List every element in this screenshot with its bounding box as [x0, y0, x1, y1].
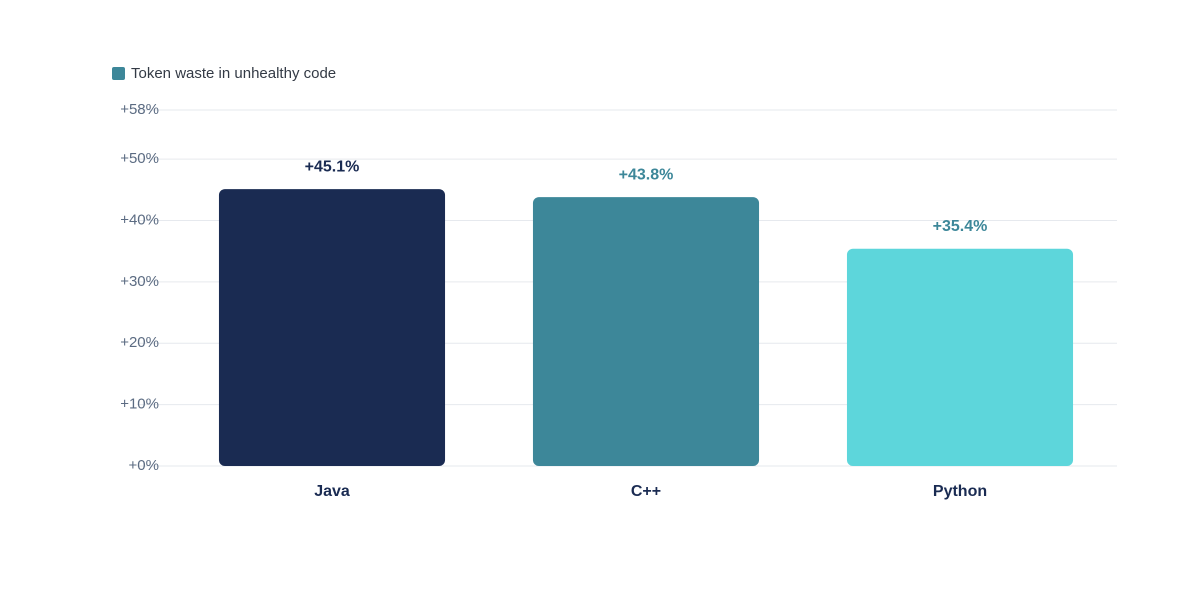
value-label: +45.1% [305, 158, 360, 175]
x-tick-label: C++ [631, 483, 661, 500]
bar [846, 248, 1074, 466]
y-tick-label: +40% [120, 211, 159, 228]
y-tick-label: +58% [120, 101, 159, 118]
value-label: +43.8% [619, 166, 674, 183]
bar [218, 189, 446, 466]
y-tick-label: +20% [120, 334, 159, 351]
bar [532, 197, 760, 466]
y-tick-label: +10% [120, 396, 159, 413]
x-tick-label: Java [314, 483, 350, 500]
y-tick-label: +0% [129, 457, 159, 474]
y-tick-label: +50% [120, 150, 159, 167]
x-tick-label: Python [933, 483, 987, 500]
legend-label: Token waste in unhealthy code [131, 65, 336, 82]
value-label: +35.4% [933, 218, 988, 235]
y-tick-label: +30% [120, 273, 159, 290]
legend-swatch [112, 67, 125, 80]
